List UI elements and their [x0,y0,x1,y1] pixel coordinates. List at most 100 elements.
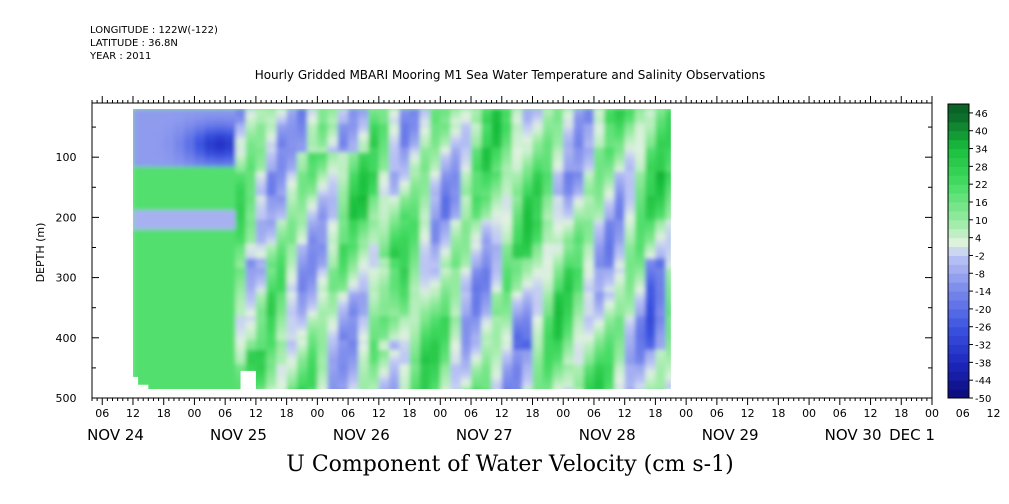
heatmap-cell [286,248,298,255]
heatmap-cell [389,214,401,221]
heatmap-cell [573,166,585,173]
heatmap-cell [276,200,288,207]
heatmap-cell [460,301,472,308]
heatmap-cell [214,190,226,197]
heatmap-cell [471,354,483,361]
heatmap-cell [296,243,308,250]
heatmap-cell [132,195,145,202]
heatmap-cell [604,349,616,356]
heatmap-cell [583,258,595,264]
heatmap-cell [225,118,237,125]
heatmap-cell [286,359,298,366]
heatmap-cell [450,234,462,240]
heatmap-cell [214,229,226,236]
heatmap-cell [471,195,483,202]
heatmap-cell [296,113,308,120]
heatmap-cell [266,157,278,163]
heatmap-cell [225,277,237,284]
heatmap-cell [143,152,155,158]
heatmap-cell [552,296,565,303]
heatmap-cell [430,345,442,351]
heatmap-cell [286,306,298,313]
heatmap-cell [132,118,145,125]
heatmap-cell [522,383,534,389]
heatmap-cell [337,373,349,380]
heatmap-cell [460,214,472,221]
heatmap-cell [655,166,667,173]
heatmap-cell [378,190,390,197]
heatmap-cell [512,190,524,197]
heatmap-cell [430,152,442,158]
heatmap-cell [317,325,329,332]
heatmap-cell [276,118,288,125]
heatmap-cell [542,239,554,245]
heatmap-cell [378,113,390,120]
heatmap-cell [522,301,534,308]
heatmap-cell [225,335,237,342]
heatmap-cell [593,320,605,327]
heatmap-cell [245,258,257,264]
heatmap-cell [368,388,380,389]
x-tick-label: 18 [894,407,908,420]
heatmap-cell [307,383,319,389]
heatmap-cell [512,171,524,178]
heatmap-cell [214,354,226,361]
heatmap-cell [522,277,534,284]
x-tick-label: 12 [618,407,632,420]
heatmap-cell [604,301,616,308]
heatmap-cell [378,272,390,279]
heatmap-cell [225,210,237,216]
heatmap-cell [317,147,329,154]
heatmap-cell [624,349,636,356]
colorbar-swatch [948,210,969,221]
heatmap-cell [132,378,145,385]
heatmap-cell [532,176,544,183]
heatmap-cell [634,243,646,250]
colorbar-tick-label: 46 [975,109,988,120]
heatmap-cell [337,258,349,264]
heatmap-cell [419,306,431,313]
heatmap-cell [460,272,472,279]
heatmap-cell [337,200,349,207]
heatmap-cell [522,190,534,197]
heatmap-cell [552,373,565,380]
heatmap-cell [153,239,165,245]
heatmap-cell [266,137,278,144]
heatmap-cell [542,142,554,149]
heatmap-cell [173,316,185,322]
heatmap-cell [491,378,503,385]
heatmap-cell [276,282,288,289]
heatmap-cell [542,210,554,216]
heatmap-cell [430,311,442,317]
heatmap-cell [163,219,175,226]
heatmap-cell [542,383,554,389]
heatmap-cell [501,157,513,163]
heatmap-cell [665,277,671,284]
heatmap-cell [471,364,483,370]
heatmap-cell [358,335,370,342]
heatmap-cell [645,181,657,187]
heatmap-cell [491,320,503,327]
heatmap-cell [214,320,226,327]
heatmap-cell [286,200,298,207]
heatmap-cell [593,349,605,356]
heatmap-cell [481,128,493,134]
heatmap-cell [604,258,616,264]
colorbar-swatch [948,228,969,239]
y-tick-label: 400 [56,332,77,345]
heatmap-cell [399,128,411,134]
heatmap-cell [389,335,401,342]
heatmap-cell [276,181,288,187]
heatmap-cell [214,195,226,202]
heatmap-cell [307,253,319,260]
heatmap-cell [327,190,339,197]
heatmap-cell [542,369,554,375]
heatmap-cell [552,181,565,187]
heatmap-cell [512,118,524,125]
heatmap-cell [583,133,595,139]
heatmap-cell [604,277,616,284]
heatmap-cell [645,205,657,211]
heatmap-cell [184,263,196,269]
heatmap-layer [132,109,671,389]
heatmap-cell [542,118,554,125]
